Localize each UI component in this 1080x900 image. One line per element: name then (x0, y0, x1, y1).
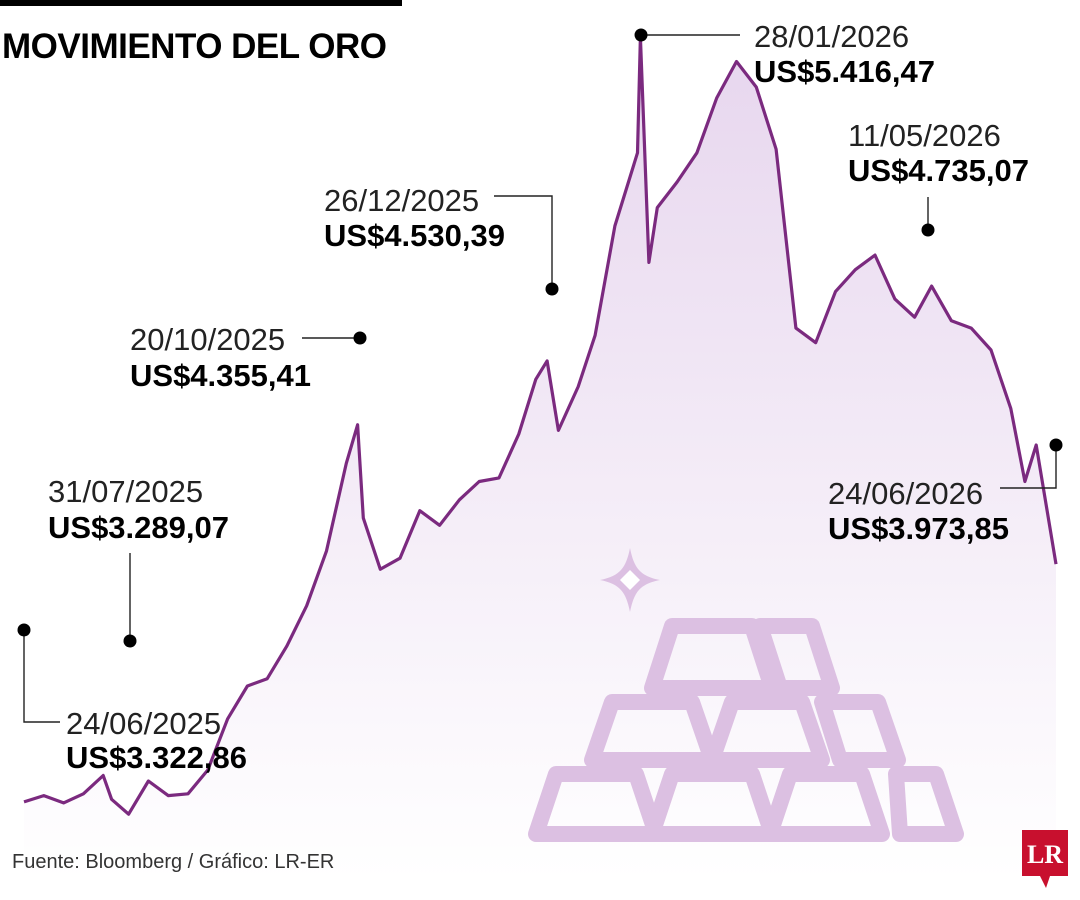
annotation-24-06-2026: 24/06/2026 US$3.973,85 (828, 438, 1063, 546)
annotation-value: US$4.355,41 (130, 358, 311, 393)
annotation-date: 28/01/2026 (754, 19, 909, 54)
lr-logo-icon: LR (1022, 830, 1068, 888)
price-line (23, 35, 1058, 816)
annotation-20-10-2025: 20/10/2025 US$4.355,41 (130, 322, 367, 393)
price-area (24, 37, 1056, 880)
annotation-dot (1049, 438, 1063, 452)
annotation-28-01-2026: 28/01/2026 US$5.416,47 (634, 19, 935, 89)
annotation-24-06-2025: 24/06/2025 US$3.322,86 (17, 623, 247, 775)
gold-ingots-icon (528, 618, 964, 842)
annotation-value: US$3.973,85 (828, 511, 1009, 546)
annotation-dot (353, 331, 367, 345)
annotation-date: 24/06/2025 (66, 706, 221, 741)
annotation-value: US$5.416,47 (754, 54, 935, 89)
annotation-value: US$4.735,07 (848, 153, 1029, 188)
chart-title: MOVIMIENTO DEL ORO (2, 27, 386, 66)
annotation-value: US$3.322,86 (66, 740, 247, 775)
lr-logo-text: LR (1027, 840, 1063, 869)
annotation-date: 24/06/2026 (828, 476, 983, 511)
annotation-date: 11/05/2026 (848, 118, 1001, 153)
annotation-value: US$3.289,07 (48, 510, 229, 545)
annotation-dot (921, 223, 935, 237)
annotation-date: 20/10/2025 (130, 322, 285, 357)
source-note: Fuente: Bloomberg / Gráfico: LR-ER (12, 851, 334, 873)
annotation-31-07-2025: 31/07/2025 US$3.289,07 (48, 474, 229, 648)
annotation-dot (634, 28, 648, 42)
annotation-26-12-2025: 26/12/2025 US$4.530,39 (324, 183, 559, 296)
annotation-value: US$4.530,39 (324, 218, 505, 253)
annotation-date: 31/07/2025 (48, 474, 203, 509)
annotation-dot (545, 282, 559, 296)
sparkle-icon (600, 548, 660, 612)
annotation-11-05-2026: 11/05/2026 US$4.735,07 (848, 118, 1029, 237)
annotation-dot (123, 634, 137, 648)
annotation-dot (17, 623, 31, 637)
title-rule (0, 0, 402, 6)
annotation-date: 26/12/2025 (324, 183, 479, 218)
